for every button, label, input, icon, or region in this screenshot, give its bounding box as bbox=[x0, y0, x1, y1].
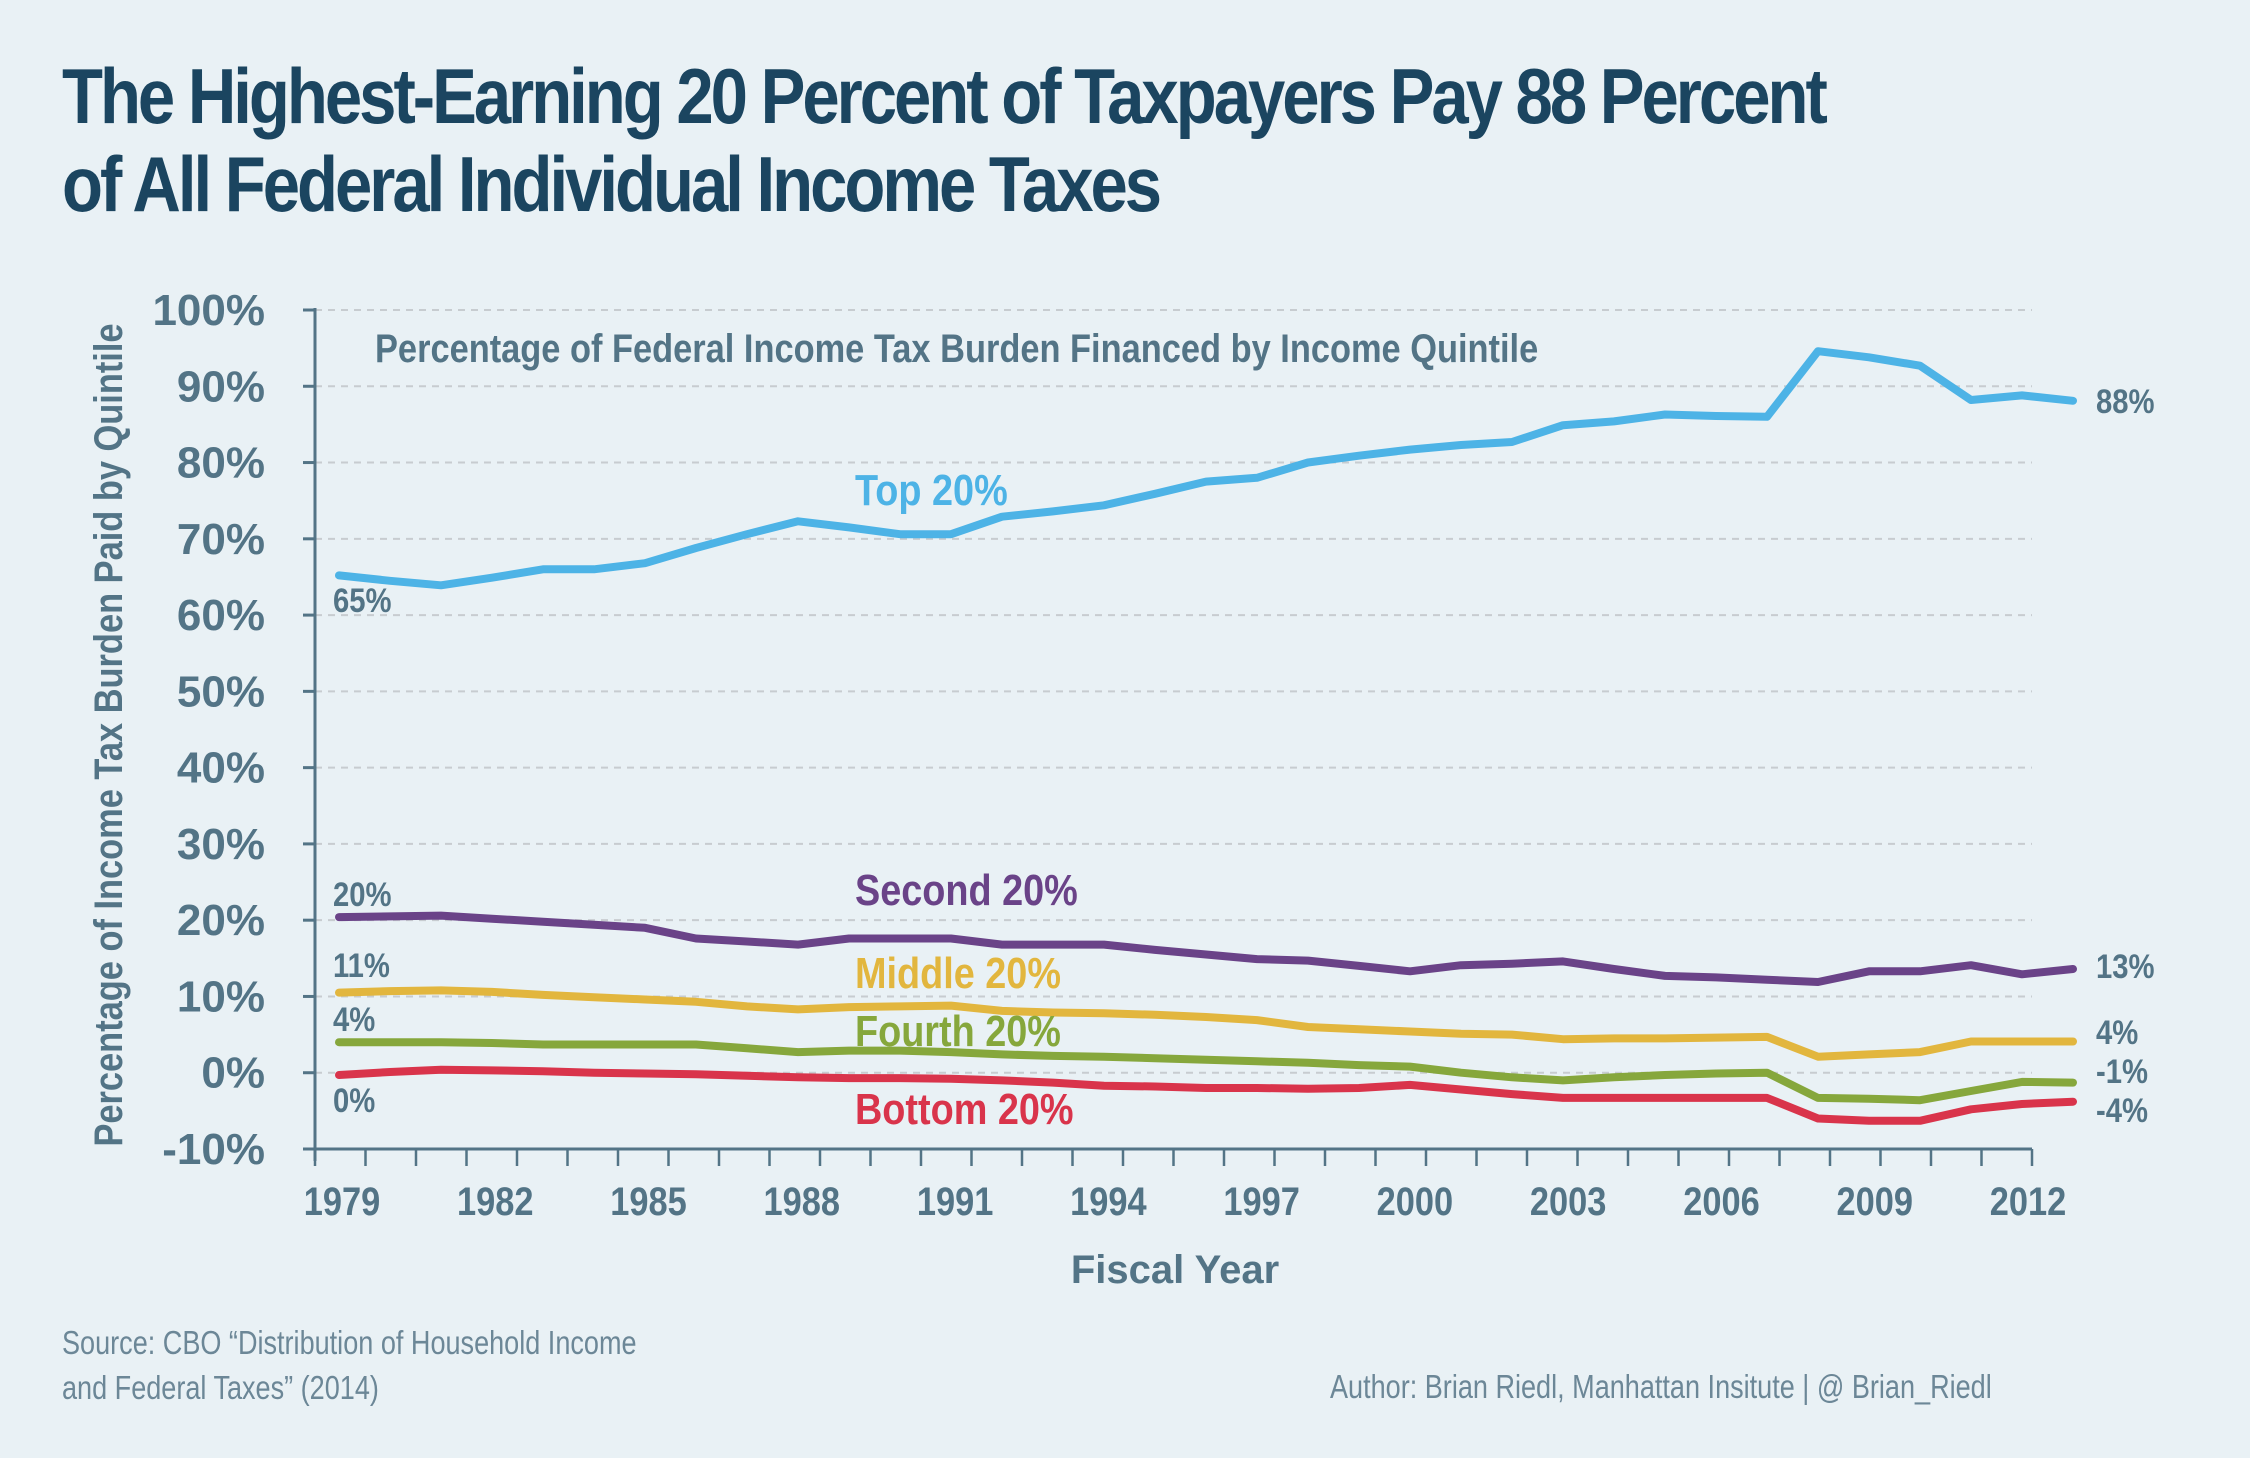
end-value-label: -1% bbox=[2096, 1052, 2148, 1091]
series-line-fourth-20 bbox=[335, 1038, 2077, 1105]
y-tick-label: 40% bbox=[177, 744, 265, 793]
series-line-middle-20 bbox=[335, 986, 2077, 1061]
y-tick-labels: 100% 90% 80% 70% 60% 50% 40% 30% 20% 10% 0% -10% bbox=[152, 286, 265, 1174]
y-tick-label: -10% bbox=[162, 1125, 265, 1174]
series-label-second-20: Second 20% bbox=[855, 865, 1078, 914]
series-line-bottom-20 bbox=[335, 1065, 2077, 1125]
start-value-label: 11% bbox=[333, 946, 390, 985]
x-tick-label: 2012 bbox=[1990, 1179, 2067, 1224]
series-lines bbox=[335, 347, 2077, 1125]
series-line-top-20 bbox=[335, 347, 2077, 590]
y-tick-label: 70% bbox=[177, 515, 265, 564]
end-value-label: -4% bbox=[2096, 1091, 2148, 1130]
x-tick-label: 1991 bbox=[917, 1179, 994, 1224]
series-labels: Top 20% 65% 88% Second 20% 20% 13% Middle 20% 1… bbox=[333, 382, 2154, 1134]
y-tick-label: 60% bbox=[177, 591, 265, 640]
end-value-label: 88% bbox=[2096, 382, 2154, 421]
y-tick-label: 50% bbox=[177, 667, 265, 716]
source-note: Source: CBO “Distribution of Household I… bbox=[62, 1320, 637, 1410]
y-tick-label: 0% bbox=[201, 1049, 265, 1098]
x-tick-label: 2006 bbox=[1683, 1179, 1760, 1224]
y-tick-label: 80% bbox=[177, 439, 265, 488]
y-tick-label: 100% bbox=[152, 286, 265, 335]
source-line-1: Source: CBO “Distribution of Household I… bbox=[62, 1324, 637, 1361]
start-value-label: 65% bbox=[333, 581, 391, 620]
series-label-bottom-20: Bottom 20% bbox=[855, 1084, 1074, 1133]
x-tick-labels: 1979 1982 1985 1988 1991 1994 1997 2000 2003 2006… bbox=[304, 1179, 2067, 1224]
y-tick-label: 10% bbox=[177, 972, 265, 1021]
end-value-label: 13% bbox=[2096, 947, 2154, 986]
x-tick-label: 2000 bbox=[1377, 1179, 1454, 1224]
x-tick-label: 1988 bbox=[764, 1179, 841, 1224]
y-tick-label: 20% bbox=[177, 896, 265, 945]
x-tick-label: 1985 bbox=[610, 1179, 687, 1224]
series-label-middle-20: Middle 20% bbox=[855, 948, 1061, 997]
gridlines bbox=[315, 309, 2032, 1074]
x-tick-label: 1979 bbox=[304, 1179, 381, 1224]
x-tick-label: 1994 bbox=[1070, 1179, 1147, 1224]
y-tick-label: 90% bbox=[177, 362, 265, 411]
x-tick-label: 1997 bbox=[1223, 1179, 1300, 1224]
title-line-2: of All Federal Individual Income Taxes bbox=[62, 140, 1162, 228]
start-value-label: 4% bbox=[333, 1000, 375, 1039]
y-tick-label: 30% bbox=[177, 820, 265, 869]
axes bbox=[303, 308, 2034, 1166]
x-axis-label: Fiscal Year bbox=[1071, 1248, 1279, 1292]
end-value-label: 4% bbox=[2096, 1013, 2138, 1052]
y-axis-label: Percentage of Income Tax Burden Paid by … bbox=[86, 323, 131, 1146]
author-credit: Author: Brian Riedl, Manhattan Insitute … bbox=[1330, 1368, 1992, 1405]
series-line-second-20 bbox=[335, 911, 2077, 986]
start-value-label: 0% bbox=[333, 1081, 375, 1120]
page-title: The Highest-Earning 20 Percent of Taxpay… bbox=[62, 52, 1868, 228]
title-line-1: The Highest-Earning 20 Percent of Taxpay… bbox=[62, 52, 1828, 140]
x-tick-label: 2003 bbox=[1530, 1179, 1607, 1224]
series-label-top-20: Top 20% bbox=[855, 465, 1008, 514]
series-label-fourth-20: Fourth 20% bbox=[855, 1006, 1061, 1055]
chart-subtitle: Percentage of Federal Income Tax Burden … bbox=[375, 326, 1538, 371]
x-tick-label: 2009 bbox=[1836, 1179, 1913, 1224]
start-value-label: 20% bbox=[333, 875, 391, 914]
x-tick-label: 1982 bbox=[457, 1179, 534, 1224]
source-line-2: and Federal Taxes” (2014) bbox=[62, 1369, 379, 1406]
